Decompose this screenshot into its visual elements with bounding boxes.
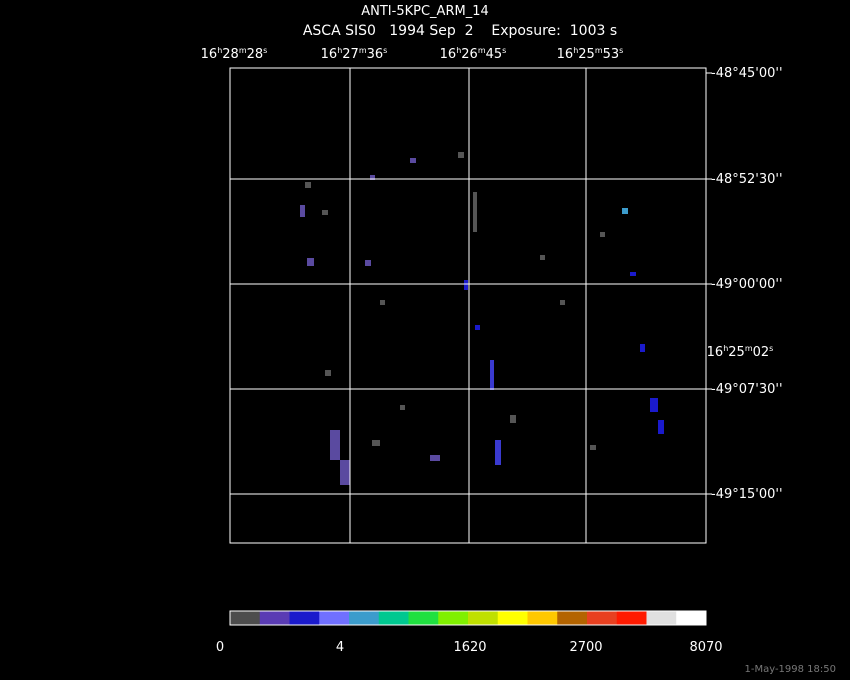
colorbar-segment: [408, 611, 439, 625]
ra-value: 16: [440, 47, 457, 62]
colorbar-segment: [527, 611, 558, 625]
ra-unit: m: [239, 46, 247, 55]
ra-value: 16: [557, 47, 574, 62]
colorbar-label: 0: [216, 640, 224, 655]
ra-unit: s: [619, 46, 623, 55]
colorbar-segment: [378, 611, 409, 625]
colorbar-frame: [229, 610, 707, 626]
ra-value: 02: [753, 345, 770, 360]
colorbar-label: 1620: [453, 640, 486, 655]
ra-label: 16h25m02s: [707, 344, 774, 360]
colorbar-segment: [646, 611, 677, 625]
ra-value: 26: [461, 47, 478, 62]
timestamp: 1-May-1998 18:50: [744, 664, 836, 675]
dec-label: -49°07'30'': [711, 382, 783, 397]
ra-unit: m: [745, 344, 753, 353]
colorbar-segment: [468, 611, 499, 625]
colorbar-segment: [676, 611, 707, 625]
colorbar-segment: [319, 611, 350, 625]
ra-value: 25: [728, 345, 745, 360]
ra-value: 28: [222, 47, 239, 62]
ra-value: 16: [321, 47, 338, 62]
dec-label: -48°45'00'': [711, 66, 783, 81]
dec-label: -49°15'00'': [711, 487, 783, 502]
dec-label: -49°00'00'': [711, 277, 783, 292]
subtitle: ASCA SIS0 1994 Sep 2 Exposure: 1003 s: [303, 23, 617, 39]
ra-value: 16: [201, 47, 218, 62]
colorbar-segment: [497, 611, 528, 625]
colorbar-segment: [259, 611, 290, 625]
ra-value: 45: [486, 47, 503, 62]
ra-unit: m: [359, 46, 367, 55]
coordinate-grid: [229, 67, 707, 544]
colorbar-segment: [230, 611, 261, 625]
ra-value: 36: [367, 47, 384, 62]
title: ANTI-5KPC_ARM_14: [361, 4, 488, 19]
ra-unit: h: [723, 344, 728, 353]
ra-label: 16h26m45s: [440, 46, 507, 62]
ra-unit: s: [263, 46, 267, 55]
ra-unit: m: [595, 46, 603, 55]
ra-unit: h: [573, 46, 578, 55]
ra-unit: s: [769, 344, 773, 353]
ra-label: 16h25m53s: [557, 46, 624, 62]
colorbar-segment: [587, 611, 618, 625]
colorbar-segment: [289, 611, 320, 625]
colorbar-segment: [438, 611, 469, 625]
ra-value: 27: [342, 47, 359, 62]
colorbar-label: 4: [336, 640, 344, 655]
ra-unit: h: [217, 46, 222, 55]
colorbar-label: 2700: [569, 640, 602, 655]
ra-unit: s: [383, 46, 387, 55]
ra-value: 53: [603, 47, 620, 62]
colorbar-segment: [557, 611, 588, 625]
colorbar-segment: [616, 611, 647, 625]
ra-value: 16: [707, 345, 724, 360]
ra-label: 16h27m36s: [321, 46, 388, 62]
colorbar-segment: [349, 611, 380, 625]
dec-label: -48°52'30'': [711, 172, 783, 187]
ra-label: 16h28m28s: [201, 46, 268, 62]
ra-unit: h: [456, 46, 461, 55]
ra-unit: m: [478, 46, 486, 55]
ra-value: 28: [247, 47, 264, 62]
ra-value: 25: [578, 47, 595, 62]
ra-unit: s: [502, 46, 506, 55]
sky-image: [300, 152, 664, 485]
colorbar-label: 8070: [689, 640, 722, 655]
ra-unit: h: [337, 46, 342, 55]
